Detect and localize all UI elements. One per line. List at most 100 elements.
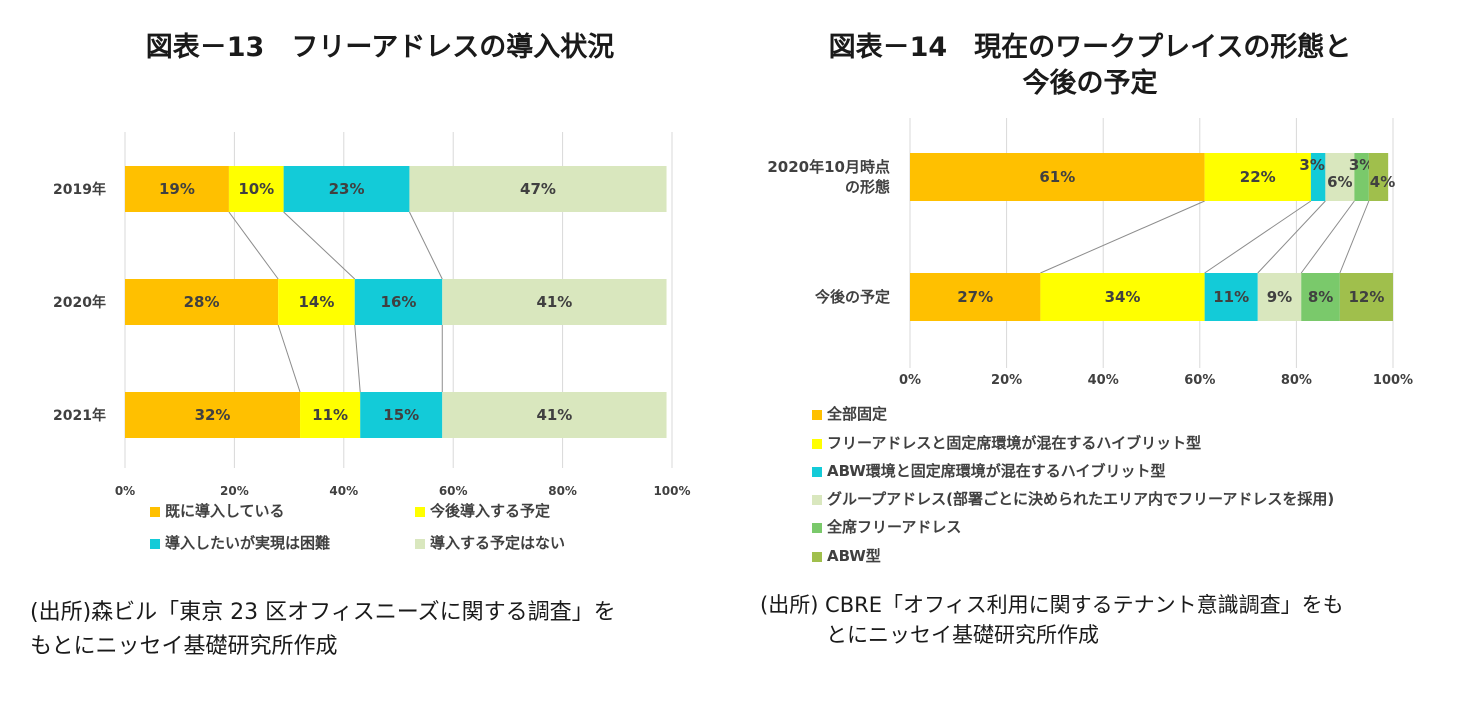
chart13-legend-swatch: [415, 539, 425, 549]
chart14-data-label: 34%: [1105, 288, 1141, 306]
chart14-bar-segment: [1301, 273, 1340, 321]
chart14-bar-segment: [1257, 273, 1302, 321]
chart13-bar-segment: [283, 166, 410, 212]
chart14-data-label: 3%: [1349, 156, 1374, 174]
chart13-data-label: 47%: [520, 180, 556, 198]
chart14-data-label: 11%: [1213, 288, 1249, 306]
chart14-bar-segment: [1339, 273, 1393, 321]
chart13-category-label: 2019年: [53, 181, 106, 198]
chart13-legend-label: 導入したいが実現は困難: [165, 534, 330, 552]
chart14-data-label: 4%: [1370, 173, 1395, 191]
chart14-bar-segment: [1325, 153, 1355, 201]
chart13-bar-segment: [409, 166, 667, 212]
chart13-bar-segment: [300, 392, 361, 438]
chart14-bar-segment: [1354, 153, 1369, 201]
chart13-bar-segment: [278, 279, 355, 325]
chart13-series-line: [228, 211, 279, 280]
chart14-legend-swatch: [812, 410, 822, 420]
chart13-x-tick-label: 100%: [653, 484, 690, 498]
chart13-data-label: 32%: [195, 406, 231, 424]
chart14-series-line: [1300, 200, 1355, 274]
chart14-legend-swatch: [812, 467, 822, 477]
chart14-series-line: [1204, 200, 1312, 274]
chart14-series-line: [1339, 200, 1370, 274]
chart13-data-label: 10%: [238, 180, 274, 198]
chart14-title: 図表－14 現在のワークプレイスの形態と 今後の予定: [720, 30, 1460, 102]
chart14-legend-swatch: [812, 552, 822, 562]
chart13-x-tick-label: 80%: [548, 484, 577, 498]
chart14-legend-label: フリーアドレスと固定席環境が混在するハイブリット型: [827, 434, 1201, 452]
chart13-series-line: [277, 324, 301, 393]
chart14-source: (出所) CBRE「オフィス利用に関するテナント意識調査」をも とにニッセイ基礎…: [760, 590, 1450, 650]
chart14-bar-segment: [910, 153, 1205, 201]
chart14-bar-segment: [1204, 273, 1258, 321]
chart13-legend-swatch: [150, 539, 160, 549]
chart13-bar-segment: [125, 279, 279, 325]
chart14-data-label: 6%: [1327, 173, 1352, 191]
chart14-bar-segment: [1204, 153, 1311, 201]
chart14-x-tick-label: 60%: [1184, 373, 1215, 388]
chart14-x-tick-label: 20%: [991, 373, 1022, 388]
chart14-data-label: 22%: [1240, 168, 1276, 186]
chart14-legend-label: 全席フリーアドレス: [826, 518, 961, 536]
chart14-bar-segment: [1368, 153, 1389, 201]
chart13-title: 図表－13 フリーアドレスの導入状況: [145, 32, 615, 63]
chart13-data-label: 41%: [536, 406, 572, 424]
chart13-source-line1: (出所)森ビル「東京 23 区オフィスニーズに関する調査」を: [30, 600, 616, 625]
chart14-category-label: 今後の予定: [814, 288, 890, 306]
chart13-data-label: 15%: [383, 406, 419, 424]
chart14-legend-swatch: [812, 523, 822, 533]
chart13-series-line: [283, 211, 356, 280]
chart13-x-tick-label: 20%: [220, 484, 249, 498]
chart14-data-label: 27%: [957, 288, 993, 306]
chart13-bar-segment: [125, 166, 229, 212]
chart13-series-line: [408, 211, 443, 280]
chart13-legend-swatch: [415, 507, 425, 517]
chart13-bar-segment: [360, 392, 443, 438]
chart14-category-label: 2020年10月時点: [767, 158, 890, 176]
chart14-series-line: [1257, 200, 1326, 274]
chart13-series-line: [354, 324, 361, 393]
chart13-x-tick-label: 40%: [329, 484, 358, 498]
chart14-bar-segment: [1040, 273, 1205, 321]
chart14-x-tick-label: 40%: [1088, 373, 1119, 388]
chart13-legend-swatch: [150, 507, 160, 517]
chart14-legend-label: ABW型: [827, 547, 881, 565]
chart13-x-tick-label: 60%: [439, 484, 468, 498]
chart13-category-label: 2020年: [53, 294, 106, 311]
chart14-legend-label: ABW環境と固定席環境が混在するハイブリット型: [827, 462, 1165, 480]
chart13-source: (出所)森ビル「東京 23 区オフィスニーズに関する調査」を もとにニッセイ基礎…: [30, 596, 720, 664]
chart14-data-label: 3%: [1299, 156, 1324, 174]
chart14-x-tick-label: 80%: [1281, 373, 1312, 388]
chart14-title-line2: 今後の予定: [1022, 68, 1158, 99]
chart13-category-label: 2021年: [53, 407, 106, 424]
chart13-data-label: 16%: [381, 293, 417, 311]
chart14-x-tick-label: 0%: [899, 373, 921, 388]
chart14-data-label: 8%: [1308, 288, 1333, 306]
chart14-bar-segment: [1310, 153, 1326, 201]
chart14-legend-swatch: [812, 439, 822, 449]
chart13-legend-label: 既に導入している: [165, 502, 285, 520]
chart13-legend-label: 今後導入する予定: [429, 502, 550, 520]
chart14-source-line2: とにニッセイ基礎研究所作成: [826, 623, 1099, 647]
chart13-bar-segment: [442, 279, 667, 325]
chart14-legend-label: グループアドレス(部署ごとに決められたエリア内でフリーアドレスを採用): [827, 490, 1334, 508]
chart14-title-line1: 図表－14 現在のワークプレイスの形態と: [828, 32, 1352, 63]
chart14-bar-segment: [910, 273, 1041, 321]
chart13-x-tick-label: 0%: [115, 484, 135, 498]
chart14-legend-swatch: [812, 495, 822, 505]
chart14-source-line1: (出所) CBRE「オフィス利用に関するテナント意識調査」をも: [760, 593, 1344, 617]
chart14-data-label: 9%: [1267, 288, 1292, 306]
chart13-bar-segment: [354, 279, 443, 325]
chart13-data-label: 11%: [312, 406, 348, 424]
chart13-data-label: 19%: [159, 180, 195, 198]
chart13-legend-label: 導入する予定はない: [430, 534, 565, 552]
chart13-bar-segment: [442, 392, 667, 438]
chart13-data-label: 28%: [184, 293, 220, 311]
chart13-data-label: 23%: [329, 180, 365, 198]
chart13-source-line2: もとにニッセイ基礎研究所作成: [30, 634, 338, 659]
chart14-data-label: 12%: [1348, 288, 1384, 306]
chart13-bar-segment: [125, 392, 301, 438]
chart13-data-label: 14%: [298, 293, 334, 311]
